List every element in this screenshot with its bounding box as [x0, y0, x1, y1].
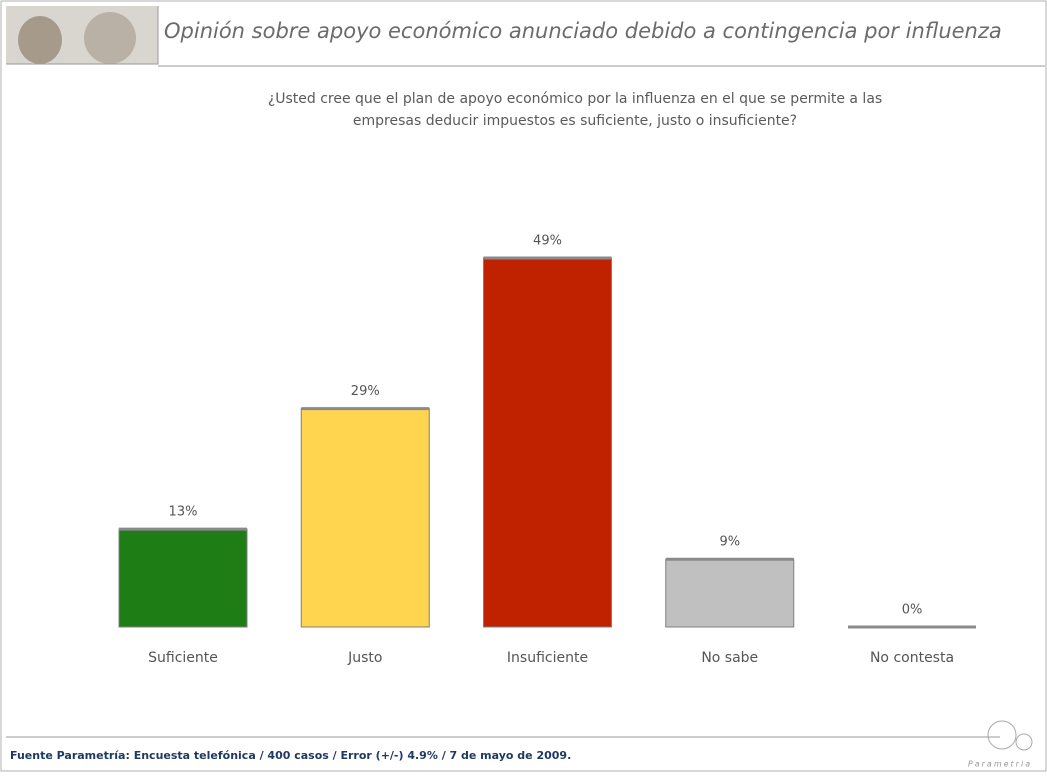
bar: [665, 558, 795, 628]
footnote: Fuente Parametría: Encuesta telefónica /…: [10, 749, 571, 762]
x-tick-label: No contesta: [870, 650, 954, 666]
bar: [118, 528, 248, 628]
photo-figure: [84, 12, 136, 64]
photo-figure: [18, 16, 62, 64]
subtitle-line: ¿Usted cree que el plan de apoyo económi…: [268, 91, 882, 107]
x-tick-label: Insuficiente: [507, 650, 588, 666]
bar: [483, 257, 612, 628]
value-label: 0%: [902, 603, 923, 618]
subtitle-line: empresas deducir impuestos es suficiente…: [353, 113, 797, 129]
logo-text: Parametria: [968, 760, 1032, 769]
value-label: 49%: [533, 234, 562, 249]
title: Opinión sobre apoyo económico anunciado …: [164, 19, 1002, 43]
x-tick-label: No sabe: [701, 650, 758, 666]
photo-frame: [6, 6, 159, 65]
bar: [300, 408, 430, 628]
logo-mark: [987, 720, 1017, 750]
x-tick-label: Suficiente: [148, 650, 218, 666]
x-tick-label: Justo: [347, 650, 382, 666]
value-label: 9%: [719, 535, 740, 550]
logo-mark: [1015, 733, 1033, 751]
value-label: 13%: [169, 505, 198, 520]
value-label: 29%: [351, 384, 380, 399]
